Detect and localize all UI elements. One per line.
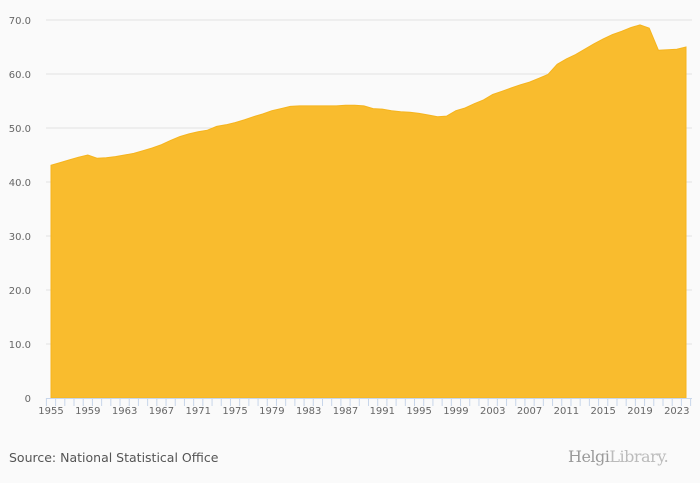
area-chart: 0 10.0 20.0 30.0 40.0 50.0 60.0 70.0 1955 1959 196… [9, 16, 692, 417]
y-tick-label: 40.0 [9, 178, 31, 189]
x-tick-label: 2015 [590, 406, 615, 417]
logo-sub: Library. [609, 447, 669, 466]
x-tick-label: 1979 [259, 406, 284, 417]
y-tick-label: 60.0 [9, 70, 31, 81]
y-tick-label: 30.0 [9, 232, 31, 243]
x-tick-label: 1971 [186, 406, 211, 417]
helgi-library-logo[interactable]: HelgiLibrary. [568, 447, 669, 466]
source-note: Source: National Statistical Office [9, 450, 219, 465]
x-tick-label: 1995 [406, 406, 431, 417]
x-tick-label: 2023 [664, 406, 689, 417]
x-tick-label: 1967 [149, 406, 174, 417]
y-tick-label: 70.0 [9, 16, 31, 27]
x-tick-label: 1963 [112, 406, 137, 417]
y-tick-label: 10.0 [9, 340, 31, 351]
x-tick-label: 2019 [627, 406, 652, 417]
x-tick-label: 2011 [554, 406, 579, 417]
x-tick-label: 1991 [370, 406, 395, 417]
area-series [50, 24, 687, 399]
x-tick-label: 1959 [75, 406, 100, 417]
x-tick-label: 1999 [443, 406, 468, 417]
y-tick-label: 50.0 [9, 124, 31, 135]
x-tick-label: 1983 [296, 406, 321, 417]
logo-main: Helgi [568, 447, 610, 466]
x-tick-label: 2007 [517, 406, 542, 417]
x-tick-label: 1975 [222, 406, 247, 417]
y-tick-label: 20.0 [9, 286, 31, 297]
x-tick-label: 1955 [38, 406, 63, 417]
x-tick-label: 1987 [333, 406, 358, 417]
y-tick-label: 0 [25, 394, 31, 405]
x-tick-label: 2003 [480, 406, 505, 417]
